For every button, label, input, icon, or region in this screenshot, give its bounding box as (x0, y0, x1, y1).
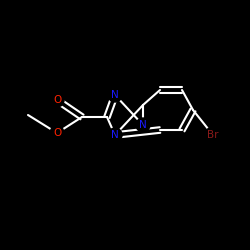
Circle shape (50, 93, 64, 107)
Circle shape (108, 88, 122, 102)
Text: Br: Br (207, 130, 219, 140)
Text: O: O (53, 95, 61, 105)
Text: N: N (139, 120, 147, 130)
Text: O: O (53, 128, 61, 138)
Circle shape (108, 128, 122, 142)
Circle shape (205, 127, 221, 143)
Text: N: N (111, 130, 119, 140)
Circle shape (50, 126, 64, 140)
Text: N: N (111, 90, 119, 100)
Circle shape (136, 118, 150, 132)
